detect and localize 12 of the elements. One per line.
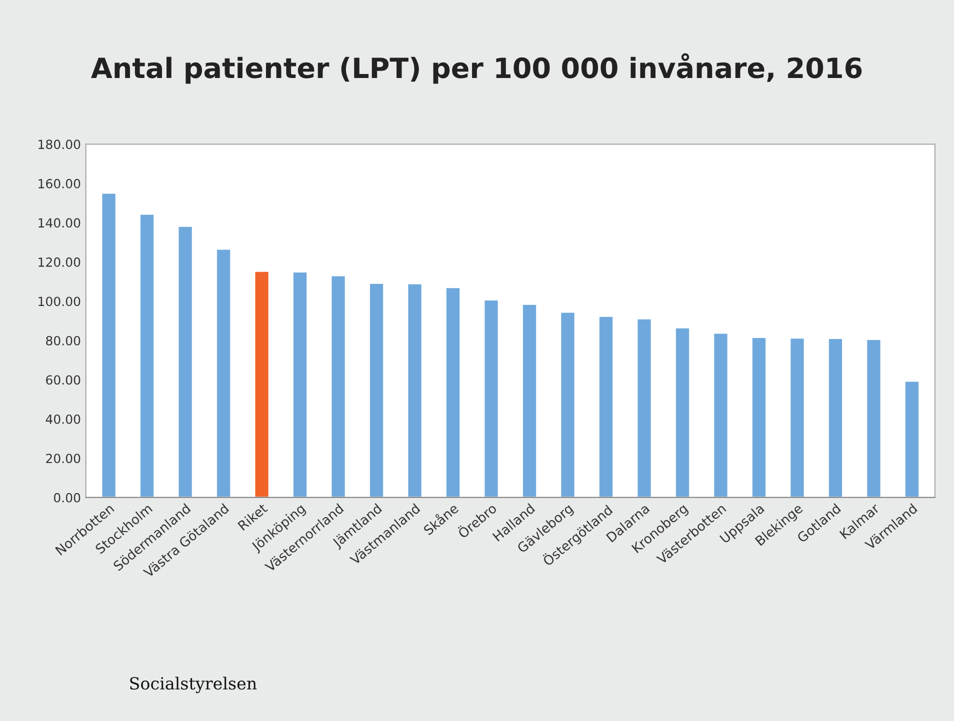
y-tick-label: 120.00 xyxy=(38,257,80,267)
y-tick-label: 140.00 xyxy=(38,218,80,228)
chart-title: Antal patienter (LPT) per 100 000 invånare, 2016 xyxy=(91,53,862,84)
y-tick-label: 40.00 xyxy=(46,414,80,424)
text: Socialstyrelsen xyxy=(130,676,257,694)
y-tick-label: 180.00 xyxy=(38,140,80,150)
y-tick-label: 160.00 xyxy=(38,178,80,188)
y-tick-label: 60.00 xyxy=(46,375,80,385)
y-tick-label: 80.00 xyxy=(46,336,80,346)
y-tick-label: 100.00 xyxy=(38,296,80,306)
y-tick-label: 20.00 xyxy=(46,454,80,464)
y-tick-label: 0.00 xyxy=(54,492,80,502)
